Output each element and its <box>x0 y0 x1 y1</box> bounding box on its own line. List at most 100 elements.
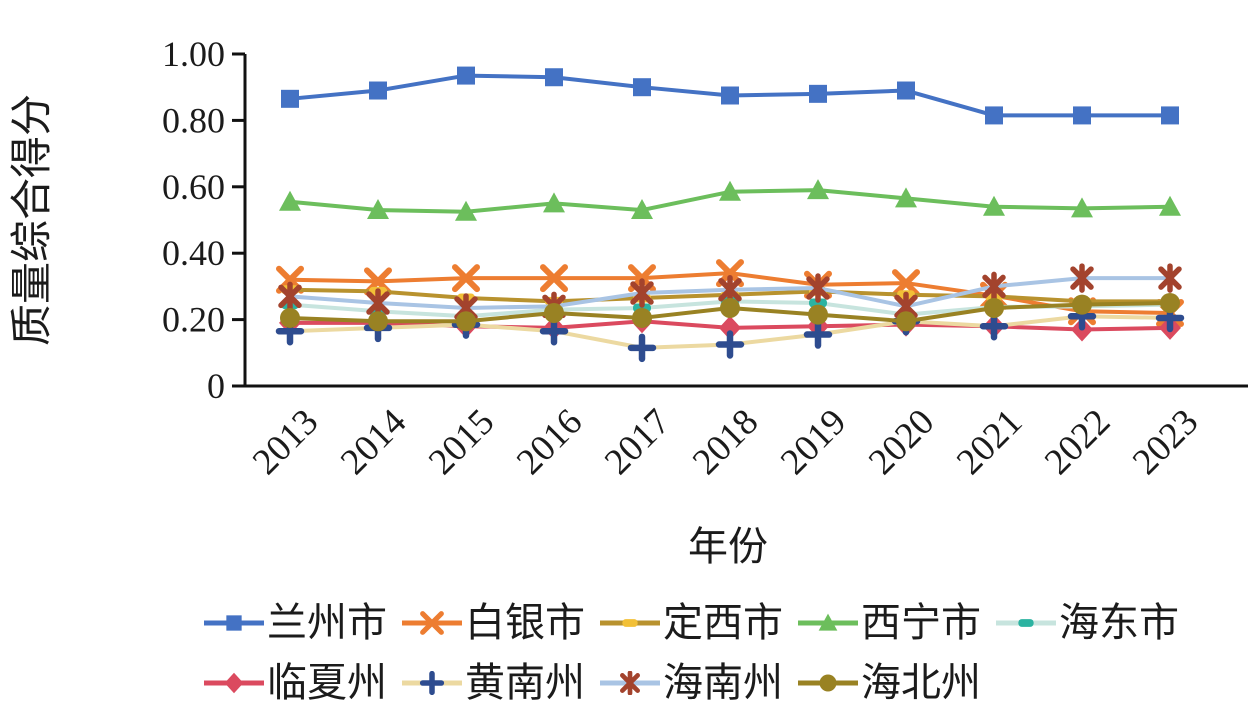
legend-item-dingxi: 定西市 <box>599 597 783 649</box>
series-marker <box>803 320 833 349</box>
legend-item-hainan: 海南州 <box>599 657 783 709</box>
series-marker <box>369 81 387 100</box>
series-marker <box>278 281 302 312</box>
series-marker <box>1071 197 1093 218</box>
series-marker <box>627 333 657 363</box>
series-0 <box>281 66 1179 125</box>
y-tick-label: 0.40 <box>162 233 225 273</box>
huangnan-marker-icon <box>402 671 462 695</box>
series-marker <box>985 106 1003 125</box>
y-tick-label: 1.00 <box>162 34 225 74</box>
series-marker <box>226 615 242 631</box>
legend-label-linxia: 临夏州 <box>267 660 387 705</box>
series-marker <box>540 264 568 293</box>
series-marker <box>545 68 563 87</box>
legend-label-lanzhou: 兰州市 <box>267 600 387 645</box>
x-tick-label: 2023 <box>1125 401 1206 482</box>
series-marker <box>280 307 300 328</box>
y-tick-label: 0.20 <box>162 300 225 340</box>
series-marker <box>456 311 476 332</box>
legend-item-haibei: 海北州 <box>797 657 981 709</box>
baiyin-marker-icon <box>402 611 462 635</box>
series-marker <box>452 264 480 293</box>
y-tick-label: 0.80 <box>162 100 225 140</box>
series-marker <box>721 86 739 105</box>
x-tick-label: 2021 <box>949 401 1030 482</box>
series-marker <box>543 192 565 213</box>
x-tick-label: 2018 <box>685 401 766 482</box>
x-tick-label: 2017 <box>597 401 678 482</box>
x-tick-label: 2019 <box>773 401 854 482</box>
legend-item-xining: 西宁市 <box>797 597 981 649</box>
series-marker <box>720 297 740 318</box>
series-marker <box>896 311 916 332</box>
y-axis-title: 质量综合得分 <box>9 94 56 346</box>
series-marker <box>539 316 569 346</box>
series-marker <box>1160 293 1180 313</box>
series-marker <box>544 302 564 323</box>
legend-label-baiyin: 白银市 <box>465 600 585 645</box>
legend-item-huangnan: 黄南州 <box>401 657 585 709</box>
series-marker <box>633 78 651 97</box>
series-marker <box>892 269 920 298</box>
hainan-marker-icon <box>600 671 660 695</box>
series-marker <box>281 89 299 108</box>
chart-legend: 兰州市 白银市 定西市 西宁市 海东市 临夏州 黄南州 海南州 海北州 <box>203 597 1179 709</box>
series-marker <box>279 190 301 211</box>
series-marker <box>1161 106 1179 125</box>
series-marker <box>632 307 652 328</box>
series-marker <box>630 278 654 308</box>
series-marker <box>897 81 915 100</box>
series-marker <box>806 273 830 303</box>
series-marker <box>368 311 388 332</box>
series-marker <box>419 671 445 695</box>
xining-marker-icon <box>798 613 858 631</box>
legend-row-1: 兰州市 白银市 定西市 西宁市 海东市 <box>203 597 1179 649</box>
series-marker <box>1018 619 1034 627</box>
series-marker <box>895 187 917 208</box>
x-tick-label: 2015 <box>421 401 502 482</box>
legend-item-haidong: 海东市 <box>995 597 1179 649</box>
series-marker <box>622 619 638 627</box>
legend-label-dingxi: 定西市 <box>663 600 783 645</box>
x-tick-label: 2022 <box>1037 401 1118 482</box>
series-marker <box>457 66 475 85</box>
legend-item-linxia: 临夏州 <box>203 657 387 709</box>
legend-label-haidong: 海东市 <box>1059 600 1179 645</box>
series-marker <box>809 298 827 308</box>
y-tick-label: 0.60 <box>162 167 225 207</box>
linxia-marker-icon <box>204 672 264 694</box>
lanzhou-marker-icon <box>204 615 264 631</box>
series-marker <box>984 297 1004 318</box>
series-marker <box>1158 263 1182 293</box>
x-tick-label: 2016 <box>509 401 590 482</box>
dingxi-marker-icon <box>600 619 660 627</box>
series-marker <box>367 199 389 220</box>
haibei-marker-icon <box>798 674 858 692</box>
series-marker <box>808 304 828 325</box>
y-tick-label: 0 <box>207 366 225 406</box>
x-tick-label: 2020 <box>861 401 942 482</box>
series-marker <box>715 330 745 359</box>
series-marker <box>1070 263 1094 293</box>
legend-item-baiyin: 白银市 <box>401 597 585 649</box>
series-7 <box>278 263 1182 323</box>
series-marker <box>455 200 477 221</box>
legend-row-2: 临夏州 黄南州 海南州 海北州 <box>203 657 1179 709</box>
series-marker <box>620 671 640 695</box>
haidong-marker-icon <box>996 619 1056 627</box>
series-8 <box>280 293 1180 332</box>
series-marker <box>809 84 827 103</box>
series-marker <box>718 274 742 305</box>
series-marker <box>420 611 444 635</box>
series-marker <box>1073 106 1091 125</box>
series-marker <box>1072 294 1092 315</box>
series-marker <box>983 195 1005 216</box>
x-tick-label: 2014 <box>333 401 414 482</box>
series-marker <box>818 613 838 631</box>
series-marker <box>719 315 741 340</box>
legend-label-hainan: 海南州 <box>663 660 783 705</box>
series-marker <box>807 179 829 200</box>
series-marker <box>631 199 653 220</box>
